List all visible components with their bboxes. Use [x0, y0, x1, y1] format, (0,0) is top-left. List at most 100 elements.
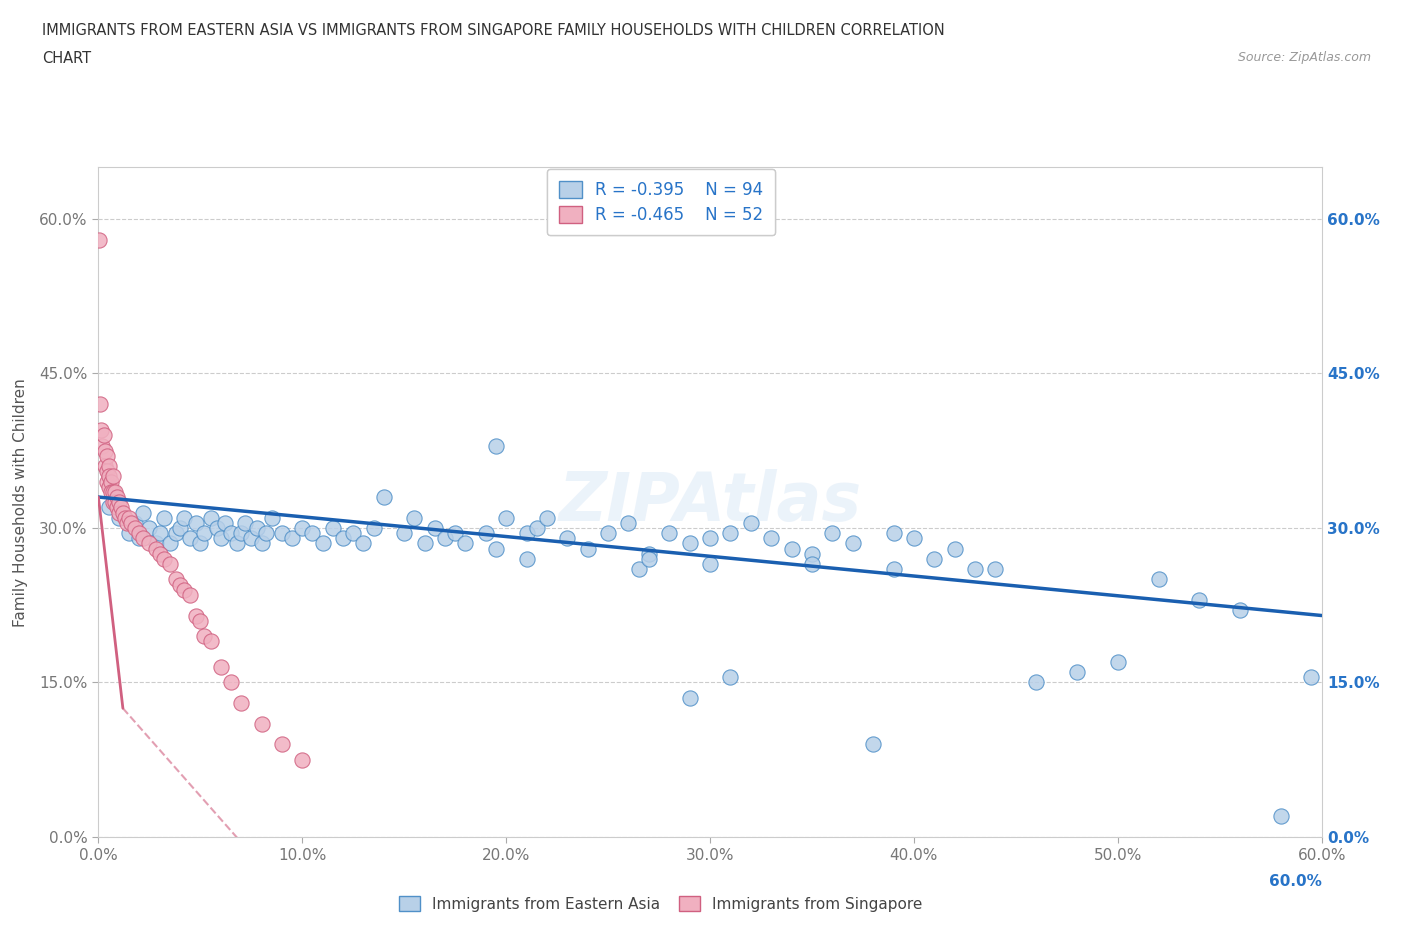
- Text: ZIPAtlas: ZIPAtlas: [558, 470, 862, 535]
- Point: [149, 546, 172, 561]
- Point: [97, 458, 120, 473]
- Point: [193, 629, 215, 644]
- Point: [169, 578, 191, 592]
- Point: [495, 511, 517, 525]
- Point: [205, 521, 228, 536]
- Point: [1301, 670, 1323, 684]
- Point: [124, 521, 146, 536]
- Point: [97, 500, 120, 515]
- Point: [1188, 592, 1211, 607]
- Point: [115, 515, 138, 530]
- Point: [617, 515, 640, 530]
- Point: [100, 474, 122, 489]
- Point: [246, 521, 269, 536]
- Point: [1270, 809, 1292, 824]
- Point: [740, 515, 762, 530]
- Point: [138, 536, 160, 551]
- Point: [485, 541, 508, 556]
- Point: [90, 422, 112, 437]
- Point: [128, 531, 150, 546]
- Point: [699, 556, 721, 571]
- Point: [281, 531, 304, 546]
- Point: [862, 737, 884, 751]
- Point: [434, 531, 457, 546]
- Point: [186, 608, 208, 623]
- Point: [159, 556, 181, 571]
- Point: [226, 536, 249, 551]
- Point: [485, 438, 508, 453]
- Point: [943, 541, 966, 556]
- Point: [93, 458, 115, 473]
- Point: [128, 525, 150, 540]
- Point: [780, 541, 803, 556]
- Point: [173, 511, 195, 525]
- Point: [219, 675, 242, 690]
- Point: [149, 525, 172, 540]
- Point: [108, 511, 131, 525]
- Point: [97, 479, 120, 494]
- Point: [965, 562, 987, 577]
- Point: [169, 521, 191, 536]
- Point: [883, 562, 905, 577]
- Point: [821, 525, 844, 540]
- Point: [188, 613, 212, 628]
- Point: [89, 232, 111, 247]
- Point: [699, 531, 721, 546]
- Point: [903, 531, 925, 546]
- Point: [200, 511, 222, 525]
- Point: [1229, 603, 1251, 618]
- Point: [145, 536, 167, 551]
- Point: [260, 511, 283, 525]
- Point: [761, 531, 783, 546]
- Point: [576, 541, 599, 556]
- Point: [219, 525, 242, 540]
- Point: [209, 659, 232, 674]
- Point: [100, 485, 122, 499]
- Point: [720, 525, 742, 540]
- Point: [91, 438, 114, 453]
- Point: [188, 536, 212, 551]
- Point: [1066, 665, 1088, 680]
- Point: [291, 752, 314, 767]
- Point: [516, 525, 538, 540]
- Point: [108, 505, 131, 520]
- Point: [97, 469, 120, 484]
- Legend: Immigrants from Eastern Asia, Immigrants from Singapore: Immigrants from Eastern Asia, Immigrants…: [392, 890, 929, 918]
- Point: [209, 531, 232, 546]
- Point: [352, 536, 374, 551]
- Point: [193, 525, 215, 540]
- Point: [173, 582, 195, 597]
- Point: [1025, 675, 1047, 690]
- Point: [301, 525, 323, 540]
- Point: [404, 511, 426, 525]
- Point: [108, 495, 131, 510]
- Point: [132, 531, 155, 546]
- Point: [93, 444, 115, 458]
- Point: [332, 531, 354, 546]
- Legend: R = -0.395    N = 94, R = -0.465    N = 52: R = -0.395 N = 94, R = -0.465 N = 52: [547, 169, 775, 235]
- Point: [89, 397, 111, 412]
- Point: [526, 521, 548, 536]
- Point: [373, 489, 395, 504]
- Point: [110, 500, 132, 515]
- Point: [101, 469, 124, 484]
- Point: [627, 562, 650, 577]
- Point: [922, 551, 945, 566]
- Text: 60.0%: 60.0%: [1268, 874, 1322, 889]
- Point: [638, 546, 661, 561]
- Point: [101, 485, 124, 499]
- Point: [105, 489, 128, 504]
- Point: [105, 500, 128, 515]
- Point: [145, 541, 167, 556]
- Point: [250, 716, 273, 731]
- Point: [444, 525, 467, 540]
- Point: [413, 536, 436, 551]
- Point: [883, 525, 905, 540]
- Point: [679, 690, 702, 705]
- Point: [984, 562, 1007, 577]
- Point: [114, 511, 136, 525]
- Point: [658, 525, 681, 540]
- Point: [214, 515, 236, 530]
- Point: [179, 531, 201, 546]
- Point: [231, 696, 253, 711]
